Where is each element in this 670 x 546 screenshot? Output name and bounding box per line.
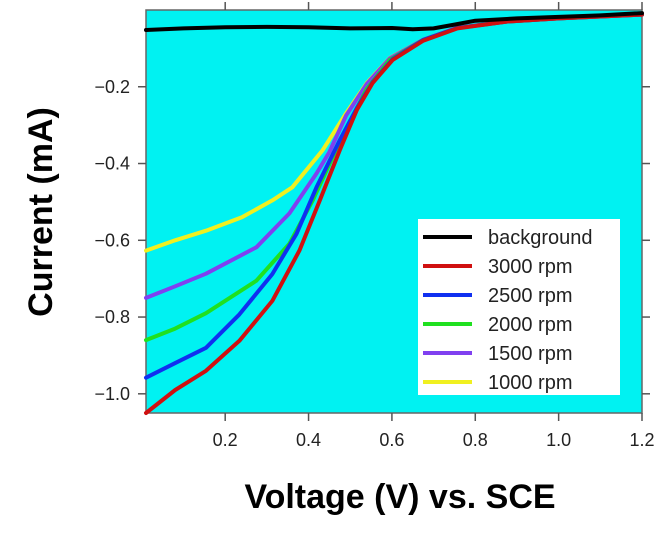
y-tick-label: −0.2	[94, 77, 130, 97]
legend-label: 2000 rpm	[488, 314, 573, 336]
legend-label: 2500 rpm	[488, 285, 573, 307]
x-tick-label: 0.2	[213, 430, 238, 450]
y-tick-label: −1.0	[94, 384, 130, 404]
series-line-background	[144, 11, 644, 32]
legend-box	[418, 219, 620, 395]
x-axis-title: Voltage (V) vs. SCE	[244, 478, 555, 516]
y-tick-label: −0.8	[94, 307, 130, 327]
y-axis-title: Current (mA)	[22, 107, 60, 317]
series-line-3000-rpm	[144, 12, 644, 415]
y-tick-label: −0.4	[94, 154, 130, 174]
x-tick-label: 1.2	[629, 430, 654, 450]
x-tick-label: 0.4	[296, 430, 321, 450]
x-tick-label: 0.8	[463, 430, 488, 450]
legend-label: 1500 rpm	[488, 343, 573, 365]
series-lines	[144, 11, 644, 415]
axis-ticks: 0.2 0.4 0.6 0.8 1.0 1.2 −0.2 −0.4 −0.6 −0.8 −1.0	[94, 2, 655, 450]
legend-label: 3000 rpm	[488, 256, 573, 278]
legend-label: background	[488, 227, 593, 249]
y-tick-label: −0.6	[94, 230, 130, 250]
x-tick-label: 1.0	[546, 430, 571, 450]
x-tick-label: 0.6	[379, 430, 404, 450]
legend: background 3000 rpm 2500 rpm 2000 rpm 1500 r…	[418, 219, 620, 395]
legend-label: 1000 rpm	[488, 372, 573, 394]
